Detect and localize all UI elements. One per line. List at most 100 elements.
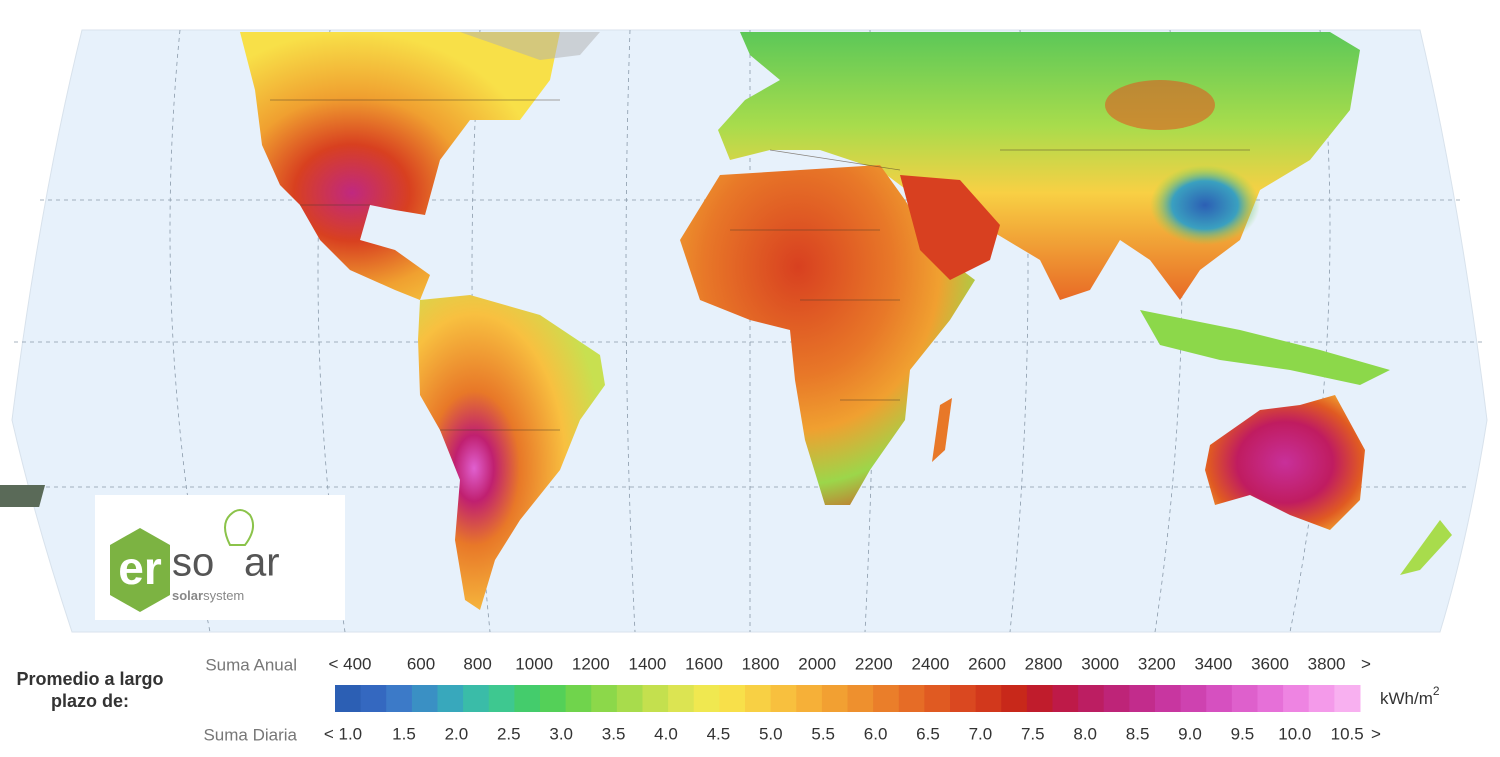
- color-swatch: [950, 685, 977, 712]
- daily-tick-label: 9.0: [1178, 724, 1202, 743]
- annual-tick-label: 2600: [968, 654, 1006, 673]
- daily-tick-label: 8.5: [1126, 724, 1150, 743]
- annual-tick-label: 1800: [742, 654, 780, 673]
- annual-tick-label: 2800: [1025, 654, 1063, 673]
- daily-tick-label: 1.5: [392, 724, 416, 743]
- daily-tick-label: 2.5: [497, 724, 521, 743]
- color-swatch: [1231, 685, 1258, 712]
- logo-word-start: so: [172, 541, 214, 585]
- daily-tick-label: 2.0: [445, 724, 469, 743]
- unit: kWh/m2: [1380, 684, 1440, 708]
- daily-tick-label: 4.0: [654, 724, 678, 743]
- color-swatch: [335, 685, 362, 712]
- madagascar: [932, 398, 952, 462]
- daily-tick-label: 6.5: [916, 724, 940, 743]
- logo-tagline-bold: solar: [172, 588, 203, 603]
- color-swatch: [1078, 685, 1105, 712]
- color-swatch: [693, 685, 720, 712]
- daily-tick-label: 10.0: [1278, 724, 1311, 743]
- color-swatch: [463, 685, 490, 712]
- color-swatch: [642, 685, 669, 712]
- color-swatch: [898, 685, 925, 712]
- color-swatch: [745, 685, 772, 712]
- color-swatch: [1001, 685, 1028, 712]
- color-swatch: [873, 685, 900, 712]
- daily-tick-label: 10.5: [1331, 724, 1364, 743]
- arabia: [900, 175, 1000, 280]
- daily-more: >: [1371, 724, 1381, 743]
- south-america: [418, 295, 605, 610]
- color-swatch: [719, 685, 746, 712]
- color-swatch: [591, 685, 618, 712]
- north-america: [240, 32, 560, 300]
- color-swatch: [1308, 685, 1335, 712]
- annual-tick-label: 3000: [1081, 654, 1119, 673]
- color-swatch: [386, 685, 413, 712]
- unit-exponent: 2: [1433, 684, 1440, 698]
- color-swatch: [1180, 685, 1207, 712]
- color-swatch: [514, 685, 541, 712]
- color-swatch: [565, 685, 592, 712]
- annual-more: >: [1361, 654, 1371, 673]
- color-swatch: [770, 685, 797, 712]
- logo-mark: er: [118, 542, 162, 594]
- daily-tick-label: 6.0: [864, 724, 888, 743]
- daily-tick-label: 9.5: [1231, 724, 1255, 743]
- color-swatch: [1103, 685, 1130, 712]
- map: [11, 29, 1488, 633]
- new-zealand: [1400, 520, 1452, 575]
- color-swatch: [847, 685, 874, 712]
- color-swatch: [1129, 685, 1156, 712]
- logo: er so ar solarsystem: [0, 485, 345, 620]
- solar-panel-icon: [0, 485, 46, 507]
- color-swatch: [1052, 685, 1079, 712]
- annual-tick-label: 2000: [798, 654, 836, 673]
- daily-tick-label: 3.0: [549, 724, 573, 743]
- lamp-icon: [224, 509, 255, 546]
- daily-tick-label: < 1.0: [324, 724, 362, 743]
- annual-tick-label: 1200: [572, 654, 610, 673]
- annual-tick-label: 1000: [515, 654, 553, 673]
- color-swatch: [1283, 685, 1310, 712]
- annual-tick-label: 2400: [911, 654, 949, 673]
- southeast-asia: [1140, 310, 1390, 385]
- annual-tick-label: 2200: [855, 654, 893, 673]
- annual-tick-label: 3400: [1194, 654, 1232, 673]
- logo-tagline: solarsystem: [172, 588, 244, 603]
- annual-label: Suma Anual: [205, 655, 297, 674]
- annual-tick-label: 3800: [1308, 654, 1346, 673]
- color-swatch: [1155, 685, 1182, 712]
- annual-tick-label: 1600: [685, 654, 723, 673]
- color-swatch: [796, 685, 823, 712]
- color-swatch: [411, 685, 438, 712]
- color-swatch: [488, 685, 515, 712]
- logo-hexagon: [110, 528, 170, 612]
- borders: [270, 99, 1250, 431]
- daily-tick-label: 7.5: [1021, 724, 1045, 743]
- australia: [1205, 395, 1365, 530]
- china-cloud-region: [1150, 165, 1260, 245]
- greenland-edge: [460, 32, 600, 60]
- mongolia-hotspot: [1105, 80, 1215, 130]
- daily-tick-label: 4.5: [707, 724, 731, 743]
- annual-tick-label: < 400: [328, 654, 371, 673]
- color-swatch: [616, 685, 643, 712]
- africa: [680, 165, 975, 505]
- color-swatch: [540, 685, 567, 712]
- color-swatch: [975, 685, 1002, 712]
- logo-word-end: ar: [244, 541, 280, 585]
- color-swatch: [437, 685, 464, 712]
- color-swatch: [360, 685, 387, 712]
- daily-label: Suma Diaria: [203, 725, 297, 744]
- color-swatch: [924, 685, 951, 712]
- color-swatch: [668, 685, 695, 712]
- annual-tick-label: 3600: [1251, 654, 1289, 673]
- annual-tick-label: 1400: [628, 654, 666, 673]
- annual-tick-label: 3200: [1138, 654, 1176, 673]
- legend-title: Promedio a largo plazo de:: [16, 669, 164, 711]
- annual-tick-label: 600: [407, 654, 435, 673]
- color-swatch: [1257, 685, 1284, 712]
- daily-tick-label: 8.0: [1073, 724, 1097, 743]
- color-swatch: [1334, 685, 1361, 712]
